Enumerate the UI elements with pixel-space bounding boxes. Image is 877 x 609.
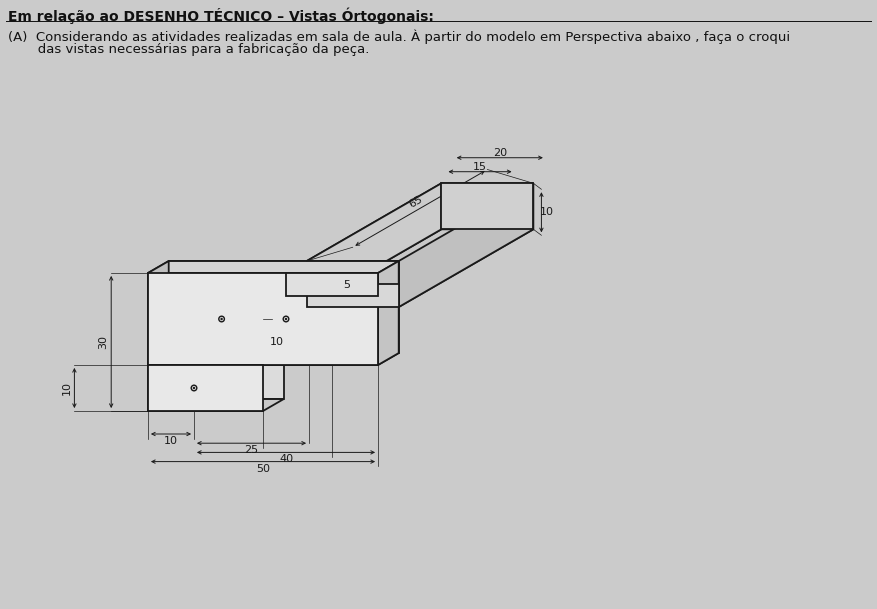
Text: 15: 15 — [473, 162, 487, 172]
Polygon shape — [307, 230, 533, 307]
Circle shape — [191, 385, 196, 391]
Polygon shape — [307, 183, 441, 307]
Polygon shape — [399, 183, 533, 307]
Text: 65: 65 — [408, 194, 424, 210]
Polygon shape — [148, 399, 284, 411]
Circle shape — [218, 316, 225, 322]
Polygon shape — [307, 284, 399, 307]
Text: (A)  Considerando as atividades realizadas em sala de aula. À partir do modelo e: (A) Considerando as atividades realizada… — [8, 29, 790, 43]
Circle shape — [221, 319, 222, 320]
Text: 10: 10 — [270, 337, 284, 347]
Circle shape — [286, 319, 287, 320]
Polygon shape — [148, 261, 399, 273]
Text: 20: 20 — [493, 148, 507, 158]
Polygon shape — [307, 183, 533, 261]
Text: 50: 50 — [256, 463, 270, 474]
Text: 40: 40 — [279, 454, 293, 465]
Polygon shape — [168, 353, 284, 399]
Polygon shape — [148, 365, 263, 411]
Text: 10: 10 — [61, 381, 71, 395]
Text: 5: 5 — [343, 280, 350, 289]
Circle shape — [194, 387, 195, 389]
Polygon shape — [378, 261, 399, 365]
Text: 10: 10 — [539, 207, 553, 217]
Text: das vistas necessárias para a fabricação da peça.: das vistas necessárias para a fabricação… — [8, 43, 369, 56]
Polygon shape — [286, 273, 378, 296]
Text: 10: 10 — [164, 436, 178, 446]
Circle shape — [283, 316, 289, 322]
Polygon shape — [148, 261, 168, 411]
Text: Em relação ao DESENHO TÉCNICO – Vistas Órtogonais:: Em relação ao DESENHO TÉCNICO – Vistas Ó… — [8, 8, 434, 24]
Polygon shape — [148, 273, 378, 365]
Polygon shape — [168, 261, 399, 353]
Text: 25: 25 — [245, 445, 259, 455]
Polygon shape — [441, 183, 533, 230]
Polygon shape — [263, 353, 399, 365]
Text: 30: 30 — [98, 335, 108, 349]
